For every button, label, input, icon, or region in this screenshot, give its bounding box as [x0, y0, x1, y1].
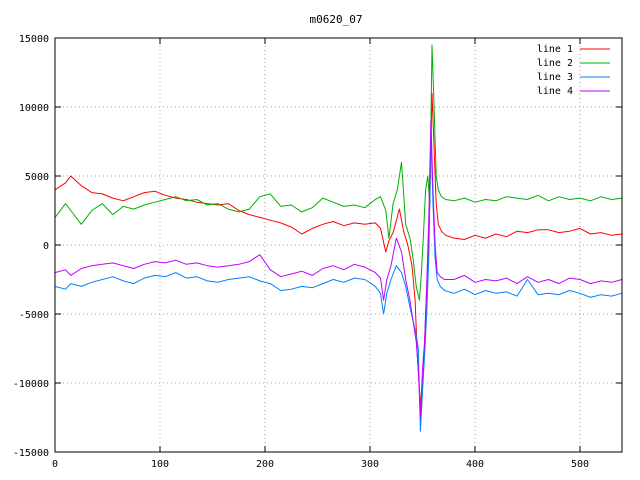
- x-tick-label: 0: [52, 459, 58, 470]
- y-tick-label: -5000: [19, 310, 49, 321]
- y-tick-label: -10000: [13, 379, 49, 390]
- legend-label: line 3: [537, 72, 573, 83]
- y-tick-label: -15000: [13, 448, 49, 459]
- y-tick-label: 10000: [19, 103, 49, 114]
- plot-frame: [54, 37, 623, 453]
- chart-title: m0620_07: [310, 13, 363, 26]
- legend-label: line 1: [537, 44, 573, 55]
- series-line-2: [54, 44, 623, 301]
- series-line-1: [54, 92, 623, 412]
- series-group: [54, 44, 623, 432]
- legend: line 1 line 2 line 3 line 4: [537, 44, 610, 97]
- series-line-3: [54, 134, 623, 432]
- x-tick-label: 300: [361, 459, 379, 470]
- legend-label: line 2: [537, 58, 573, 69]
- legend-label: line 4: [537, 86, 573, 97]
- y-tick-label: 15000: [19, 34, 49, 45]
- x-tick-label: 200: [256, 459, 274, 470]
- axes: -15000 -10000 -5000 0 5000 10000 15000 0 100 200 3…: [13, 34, 622, 470]
- y-tick-label: 5000: [25, 172, 49, 183]
- x-tick-label: 100: [151, 459, 169, 470]
- series-line-4: [54, 120, 623, 418]
- y-tick-label: 0: [43, 241, 49, 252]
- x-tick-label: 500: [571, 459, 589, 470]
- x-tick-label: 400: [466, 459, 484, 470]
- grid: [55, 38, 622, 452]
